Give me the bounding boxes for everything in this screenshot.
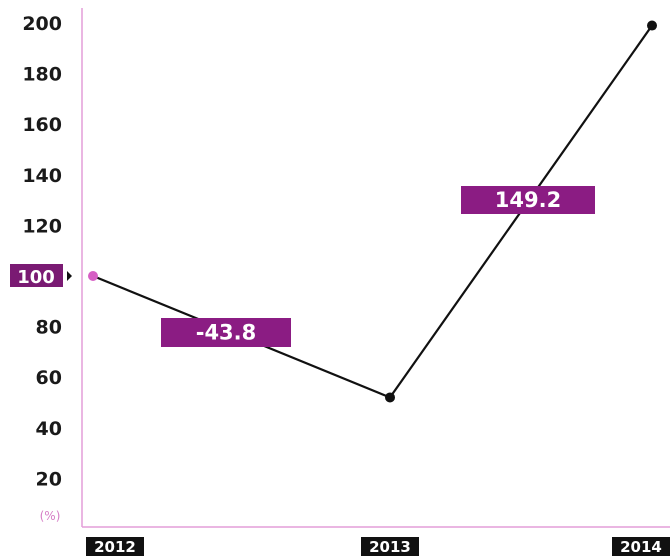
x-tick-label: 2012: [94, 538, 136, 556]
y-tick-label: 40: [36, 418, 62, 440]
change-label: -43.8: [196, 321, 257, 345]
y-tick-marker-arrow: [67, 271, 72, 281]
x-tick-label-bg: [612, 537, 670, 556]
y-tick-label: 80: [36, 317, 62, 339]
y-tick-label: 100: [17, 267, 55, 288]
y-tick-label: 120: [22, 215, 62, 237]
y-tick-label: 200: [22, 13, 62, 35]
y-tick-label: 140: [22, 165, 62, 187]
x-tick-label-bg: [86, 537, 144, 556]
y-tick-highlight-bg: [10, 264, 63, 287]
change-label: 149.2: [495, 188, 561, 212]
x-tick-label-bg: [361, 537, 419, 556]
y-tick-label: 180: [22, 64, 62, 86]
x-tick-label: 2013: [369, 538, 411, 556]
data-point: [647, 20, 657, 31]
y-tick-label: 160: [22, 114, 62, 136]
y-tick-label: 20: [36, 468, 62, 490]
y-tick-label: 60: [36, 367, 62, 389]
data-point: [88, 271, 98, 281]
data-point: [385, 392, 395, 403]
change-label-bg: [461, 186, 595, 214]
change-label-bg: [161, 318, 291, 347]
x-tick-label: 2014: [620, 538, 662, 556]
y-unit-label: (%): [40, 509, 61, 523]
